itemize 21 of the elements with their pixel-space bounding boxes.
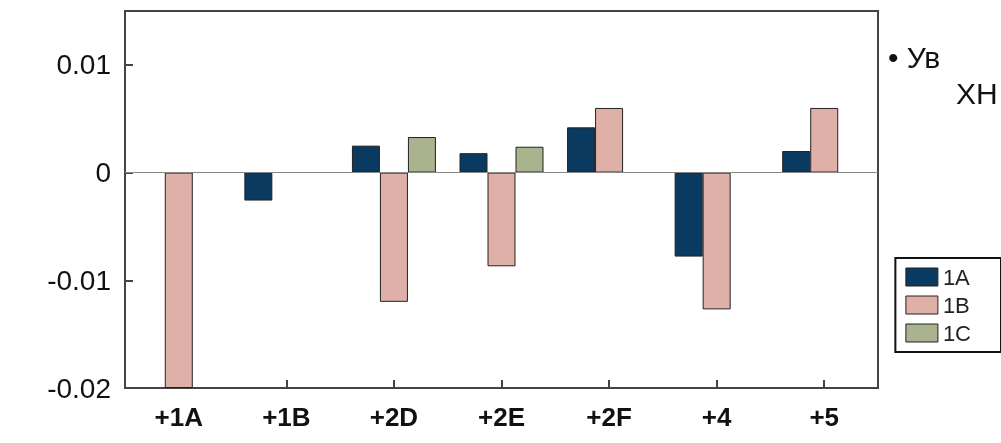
bar: [407, 137, 436, 173]
bar: [244, 172, 273, 201]
y-tick-label: -0.02: [47, 372, 111, 404]
x-tick-label: +2F: [586, 402, 632, 432]
x-tick-label: +2E: [478, 402, 525, 432]
legend-label: 1A: [942, 264, 971, 290]
y-tick-label: 0: [95, 157, 111, 189]
bar: [164, 172, 193, 388]
x-tick-label: +4: [701, 402, 732, 432]
bar: [351, 145, 380, 173]
legend-label: 1C: [942, 320, 972, 346]
x-tick-label: +5: [809, 402, 840, 432]
y-tick-label: 0.01: [56, 49, 111, 81]
y-tick-label: -0.01: [47, 264, 111, 296]
x-tick-label: +1B: [262, 402, 311, 432]
x-tick-label: +2D: [369, 402, 419, 432]
text: ХН: [956, 76, 998, 110]
x-tick-label: +1A: [154, 402, 204, 432]
legend-label: 1B: [942, 292, 970, 318]
text: • Ув: [888, 40, 941, 74]
bar: [379, 172, 408, 302]
